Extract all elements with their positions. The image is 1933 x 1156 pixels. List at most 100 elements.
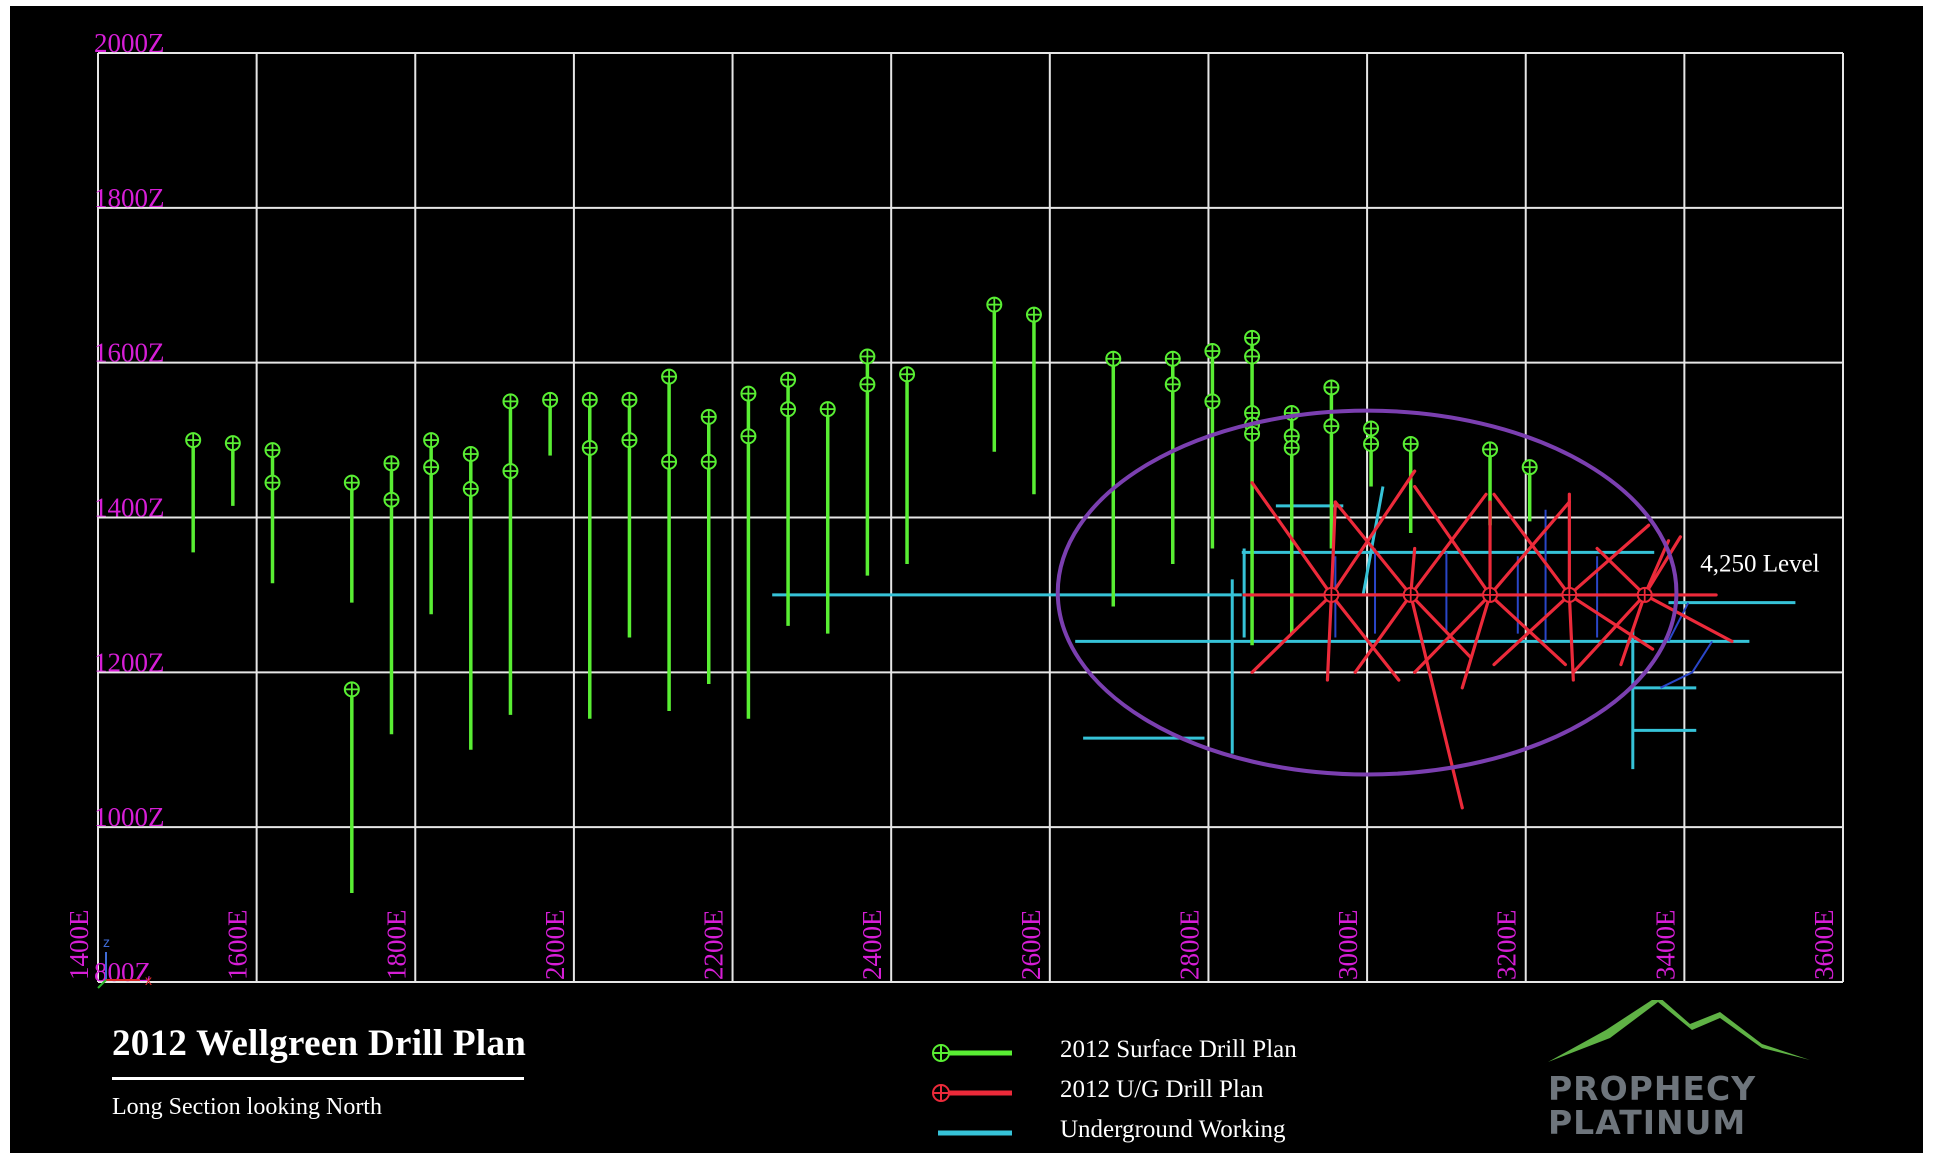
ug-drill-hole <box>1413 484 1492 597</box>
surface-collar-marker <box>343 681 360 698</box>
underground-workings <box>772 486 1796 770</box>
surface-collar-marker <box>780 371 797 388</box>
legend-swatch-ug <box>932 1084 1012 1102</box>
level-annotation: 4,250 Level <box>1700 551 1819 578</box>
z-tick-label: 1600Z <box>94 338 165 368</box>
ug-drill-hole <box>1492 492 1571 597</box>
z-tick-label: 1800Z <box>94 183 165 213</box>
surface-collar-marker <box>621 432 638 449</box>
legend-label-surface: 2012 Surface Drill Plan <box>1060 1036 1297 1063</box>
surface-collar-marker <box>740 428 757 445</box>
surface-collar-marker <box>1363 420 1380 437</box>
surface-collar-marker <box>1244 329 1261 346</box>
surface-drill-hole <box>819 401 836 634</box>
e-tick-label: 1800E <box>381 910 411 981</box>
surface-collar-marker <box>1164 376 1181 393</box>
surface-collar-marker <box>859 376 876 393</box>
ug-drill-hole <box>1250 593 1333 674</box>
logo-mountain-icon <box>1548 1000 1810 1062</box>
ug-collar-marker <box>1402 586 1419 603</box>
surface-drill-hole <box>1521 459 1538 522</box>
e-tick-label: 2800E <box>1174 910 1204 981</box>
surface-drill-hole <box>780 371 797 626</box>
surface-collar-marker <box>502 393 519 410</box>
ug-drill-fan <box>1571 535 1734 674</box>
surface-collar-marker <box>264 474 281 491</box>
underground-working-detail <box>1667 602 1690 642</box>
surface-collar-marker <box>581 439 598 456</box>
e-tick-label: 2000E <box>540 910 570 981</box>
ug-drill-hole <box>1409 492 1488 597</box>
x-axis-letter: x <box>145 972 152 988</box>
surface-collar-marker <box>1402 435 1419 452</box>
z-tick-label: 1000Z <box>94 802 165 832</box>
surface-drill-hole <box>1025 306 1042 495</box>
surface-drill-hole <box>502 393 519 715</box>
surface-collar-marker <box>343 474 360 491</box>
surface-collar-marker <box>502 463 519 480</box>
surface-collar-marker <box>1323 418 1340 435</box>
ug-collar-marker <box>1323 586 1340 603</box>
title-block: 2012 Wellgreen Drill Plan Long Section l… <box>112 1022 526 1121</box>
ug-drill-fans <box>1242 469 1734 810</box>
ug-drill-hole <box>1329 500 1337 597</box>
surface-collar-marker <box>1105 350 1122 367</box>
surface-collar-marker <box>462 446 479 463</box>
surface-drill-hole <box>1323 379 1340 549</box>
e-tick-label: 1600E <box>223 910 253 981</box>
surface-collar-marker <box>1244 348 1261 365</box>
ug-collar-marker <box>1561 586 1578 603</box>
surface-collar-marker <box>224 435 241 452</box>
ug-drill-hole <box>1333 500 1413 597</box>
surface-collar-marker <box>700 408 717 425</box>
ug-collar-marker <box>1482 586 1499 603</box>
ug-drill-hole <box>1329 593 1401 682</box>
surface-collar-marker <box>423 432 440 449</box>
surface-drill-holes <box>185 296 1538 893</box>
ug-drill-fan <box>1413 484 1571 690</box>
surface-drill-hole <box>423 432 440 615</box>
surface-collar-marker <box>1204 343 1221 360</box>
surface-collar-marker <box>383 455 400 472</box>
surface-drill-hole <box>1363 420 1380 487</box>
surface-collar-marker <box>700 453 717 470</box>
underground-working <box>1361 486 1385 596</box>
surface-drill-hole <box>264 442 281 584</box>
logo-text-line2: PLATINUM <box>1548 1103 1746 1140</box>
surface-drill-hole <box>462 446 479 750</box>
chart-title: 2012 Wellgreen Drill Plan <box>112 1023 527 1064</box>
surface-collar-marker <box>1204 393 1221 410</box>
e-tick-label: 2400E <box>857 910 887 981</box>
surface-drill-hole <box>1283 404 1300 634</box>
surface-collar-marker <box>462 480 479 497</box>
surface-collar-marker <box>661 368 678 385</box>
ug-drill-hole <box>1567 593 1575 682</box>
surface-collar-marker <box>819 401 836 418</box>
ug-drill-hole <box>1413 593 1492 674</box>
legend-label-working: Underground Working <box>1060 1116 1286 1143</box>
surface-collar-marker <box>383 491 400 508</box>
surface-collar-marker <box>1363 435 1380 452</box>
surface-collar-marker <box>423 459 440 476</box>
chart-subtitle: Long Section looking North <box>112 1094 382 1120</box>
surface-drill-hole <box>1402 435 1419 533</box>
surface-collar-marker <box>899 366 916 383</box>
surface-collar-marker <box>986 296 1003 313</box>
surface-collar-marker <box>1283 439 1300 456</box>
e-tick-label: 3400E <box>1650 910 1680 981</box>
surface-drill-hole <box>224 435 241 506</box>
y-axis-arrow <box>97 979 107 989</box>
surface-collar-marker <box>621 391 638 408</box>
surface-drill-hole <box>1105 350 1122 607</box>
logo-text-line1: PROPHECY <box>1548 1069 1756 1108</box>
surface-drill-hole <box>986 296 1003 452</box>
e-tick-label: 3000E <box>1333 910 1363 981</box>
surface-collar-marker <box>1323 379 1340 396</box>
ug-drill-hole <box>1250 481 1333 597</box>
ug-drill-hole <box>1643 593 1734 643</box>
surface-drill-hole <box>621 391 638 638</box>
surface-drill-hole <box>343 474 360 603</box>
ug-drill-hole <box>1325 593 1333 682</box>
